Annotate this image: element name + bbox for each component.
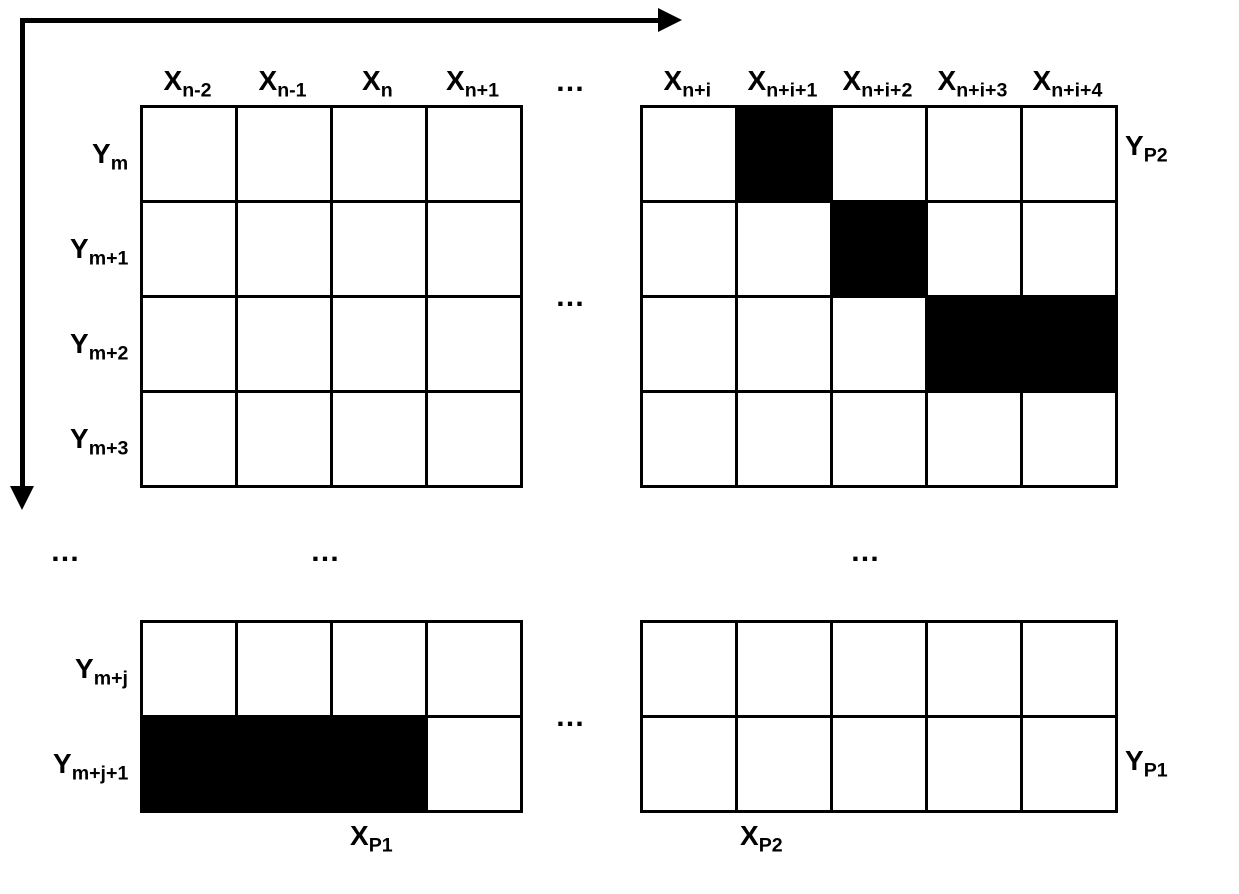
y-axis-arrow (10, 486, 34, 510)
grid-cell (140, 620, 238, 718)
grid-cell (235, 105, 333, 203)
grid-cell (1020, 105, 1118, 203)
column-label: Xn-2 (164, 65, 212, 103)
row-label: Ym (92, 138, 128, 176)
grid-cell (140, 295, 238, 393)
ellipsis: … (555, 65, 585, 99)
grid-cell (1020, 715, 1118, 813)
grid-cell (425, 390, 523, 488)
ellipsis: … (555, 700, 585, 734)
column-label: Xn-1 (259, 65, 307, 103)
grid-cell (735, 295, 833, 393)
grid-cell (640, 200, 738, 298)
grid-cell (830, 200, 928, 298)
grid-cell (735, 105, 833, 203)
grid-cell (640, 105, 738, 203)
grid-cell (330, 620, 428, 718)
grid-cell (1020, 295, 1118, 393)
grid-cell (640, 620, 738, 718)
column-label: Xn+i+3 (938, 65, 1008, 103)
x-axis-arrow (658, 8, 682, 32)
grid-cell (330, 715, 428, 813)
grid-cell (425, 200, 523, 298)
row-label: Ym+j+1 (53, 748, 128, 786)
column-label: Xn (362, 65, 393, 103)
y-axis-line (20, 18, 25, 488)
grid-cell (925, 200, 1023, 298)
row-label: Ym+1 (70, 233, 128, 271)
grid-cell (330, 105, 428, 203)
grid-cell (140, 200, 238, 298)
ellipsis: … (50, 535, 80, 569)
grid-cell (735, 200, 833, 298)
grid-cell (330, 390, 428, 488)
grid-cell (925, 620, 1023, 718)
grid-cell (235, 390, 333, 488)
point-label: YP1 (1125, 745, 1168, 783)
grid-cell (640, 295, 738, 393)
ellipsis: … (310, 535, 340, 569)
grid-cell (640, 390, 738, 488)
row-label: Ym+2 (70, 328, 128, 366)
grid-cell (425, 715, 523, 813)
grid-cell (1020, 620, 1118, 718)
grid-cell (425, 295, 523, 393)
grid-cell (235, 200, 333, 298)
column-label: Xn+i (664, 65, 712, 103)
grid-cell (830, 620, 928, 718)
grid-cell (235, 295, 333, 393)
row-label: Ym+3 (70, 423, 128, 461)
grid-cell (830, 295, 928, 393)
point-label: XP2 (740, 820, 783, 858)
grid-cell (830, 105, 928, 203)
grid-cell (640, 715, 738, 813)
grid-cell (830, 390, 928, 488)
grid-cell (735, 715, 833, 813)
ellipsis: … (850, 535, 880, 569)
x-axis-line (20, 18, 660, 23)
grid-cell (925, 105, 1023, 203)
grid-cell (235, 620, 333, 718)
grid-cell (925, 715, 1023, 813)
grid-cell (425, 620, 523, 718)
grid-cell (330, 295, 428, 393)
grid-cell (140, 390, 238, 488)
grid-cell (735, 620, 833, 718)
grid-cell (925, 390, 1023, 488)
grid-cell (830, 715, 928, 813)
grid-cell (925, 295, 1023, 393)
grid-cell (1020, 390, 1118, 488)
grid-cell (140, 105, 238, 203)
grid-cell (140, 715, 238, 813)
grid-diagram: Xn-2 Xn-1 Xn Xn+1 Xn+i Xn+i+1 Xn+i+2 Xn+i+3 Xn+i… (0, 0, 1239, 894)
row-label: Ym+j (75, 653, 128, 691)
column-label: Xn+i+1 (748, 65, 818, 103)
grid-cell (425, 105, 523, 203)
ellipsis: … (555, 280, 585, 314)
grid-cell (330, 200, 428, 298)
grid-cell (735, 390, 833, 488)
column-label: Xn+i+4 (1033, 65, 1103, 103)
grid-cell (235, 715, 333, 813)
column-label: Xn+i+2 (843, 65, 913, 103)
grid-cell (1020, 200, 1118, 298)
point-label: YP2 (1125, 130, 1168, 168)
column-label: Xn+1 (446, 65, 499, 103)
point-label: XP1 (350, 820, 393, 858)
